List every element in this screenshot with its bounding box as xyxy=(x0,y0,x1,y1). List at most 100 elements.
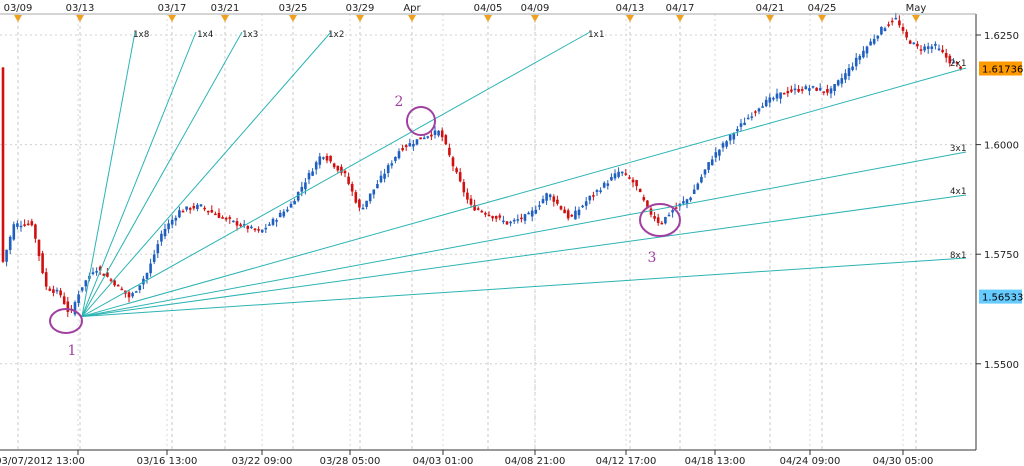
candle-body xyxy=(19,225,23,228)
candle-body xyxy=(588,195,592,201)
candle-body xyxy=(415,139,419,145)
candle-body xyxy=(552,196,556,202)
candle-body xyxy=(278,212,282,218)
candle-body xyxy=(592,195,595,197)
top-tick-label: 04/25 xyxy=(808,3,837,14)
candle-body xyxy=(818,88,822,91)
candle-body xyxy=(268,224,271,226)
gann-fan-line xyxy=(81,194,967,317)
candle-body xyxy=(916,43,919,47)
candle-body xyxy=(401,148,404,151)
candle-body xyxy=(199,204,203,207)
candle-body xyxy=(235,221,239,226)
candle-body xyxy=(354,192,358,203)
candle-body xyxy=(329,155,332,162)
candle-body xyxy=(548,194,552,198)
candle-body xyxy=(808,88,811,91)
candle-body xyxy=(286,209,289,212)
candle-body xyxy=(390,163,394,166)
candle-body xyxy=(768,97,772,103)
candle-body xyxy=(509,221,512,224)
candle-body xyxy=(620,171,624,174)
candle-body xyxy=(570,215,574,217)
price-tick-label: 1.5750 xyxy=(984,250,1019,261)
candle-body xyxy=(350,184,354,192)
candle-body xyxy=(228,217,232,219)
candle-body xyxy=(952,61,955,64)
candle-body xyxy=(804,86,808,90)
candle-body xyxy=(343,170,347,174)
candle-body xyxy=(282,211,286,217)
candle-body xyxy=(84,280,88,287)
annotation-label: 1 xyxy=(68,343,77,359)
gann-fan-line xyxy=(81,151,967,317)
candle-body xyxy=(246,225,250,229)
candle-body xyxy=(923,46,926,51)
candle-body xyxy=(44,272,48,287)
candle-body xyxy=(210,210,214,213)
candle-body xyxy=(610,177,613,181)
candle-body xyxy=(635,180,638,187)
top-marker-icon xyxy=(168,15,176,22)
candle-body xyxy=(728,134,732,141)
candle-body xyxy=(109,279,113,281)
gann-fan: 1x8 1x4 1x3 1x2 1x1 2x1 3x1 4x1 8x1 xyxy=(81,30,967,317)
candle-body xyxy=(948,55,952,64)
candle-body xyxy=(919,49,923,51)
candle-body xyxy=(476,208,480,210)
candle-body xyxy=(718,149,721,156)
candle-body xyxy=(102,273,106,276)
price-badge-label: 1.61736 xyxy=(982,64,1023,75)
candle-body xyxy=(296,191,300,201)
candle-body xyxy=(163,228,167,237)
candle-body xyxy=(880,26,883,35)
candle-body xyxy=(358,199,361,208)
gann-fan-line xyxy=(81,67,967,317)
top-tick-label: 03/09 xyxy=(4,3,33,14)
candle-body xyxy=(131,293,134,297)
candle-body xyxy=(8,236,12,251)
candle-body xyxy=(242,224,246,226)
candle-body xyxy=(761,106,764,108)
candle-body xyxy=(1,67,5,262)
candle-body xyxy=(178,210,181,218)
candle-body xyxy=(62,296,66,305)
candle-body xyxy=(721,143,725,148)
candle-body xyxy=(440,130,444,138)
candle-body xyxy=(937,48,941,51)
candle-body xyxy=(448,147,451,156)
gann-fan-label: 3x1 xyxy=(950,144,966,154)
candle-body xyxy=(170,219,174,225)
candle-body xyxy=(617,171,620,177)
candle-body xyxy=(336,165,340,171)
candle-body xyxy=(203,207,206,210)
candle-body xyxy=(703,169,707,175)
candle-body xyxy=(52,289,55,293)
candle-body xyxy=(541,199,545,204)
candle-body xyxy=(826,89,829,93)
candle-body xyxy=(307,172,311,180)
candle-body xyxy=(876,35,880,39)
top-tick-label: 04/05 xyxy=(474,3,503,14)
candle-body xyxy=(700,176,703,183)
candle-body xyxy=(642,197,646,201)
candle-body xyxy=(275,220,278,222)
candle-body xyxy=(253,228,257,231)
price-tick-label: 1.6000 xyxy=(984,141,1019,152)
candle-body xyxy=(34,224,37,239)
candle-body xyxy=(862,50,865,58)
top-date-axis: 03/09 03/13 03/17 03/21 03/25 03/29 Apr 04/05 04… xyxy=(4,3,926,22)
candle-body xyxy=(710,159,714,166)
candle-body xyxy=(865,46,869,54)
top-marker-icon xyxy=(484,15,492,22)
annotation-circle xyxy=(406,106,436,136)
candle-body xyxy=(437,130,440,136)
candle-body xyxy=(764,99,768,107)
candle-body xyxy=(340,166,343,173)
candle-body xyxy=(397,151,401,159)
candle-body xyxy=(901,27,905,31)
candle-body xyxy=(595,190,599,192)
candle-body xyxy=(379,175,383,183)
candle-body xyxy=(430,134,433,137)
